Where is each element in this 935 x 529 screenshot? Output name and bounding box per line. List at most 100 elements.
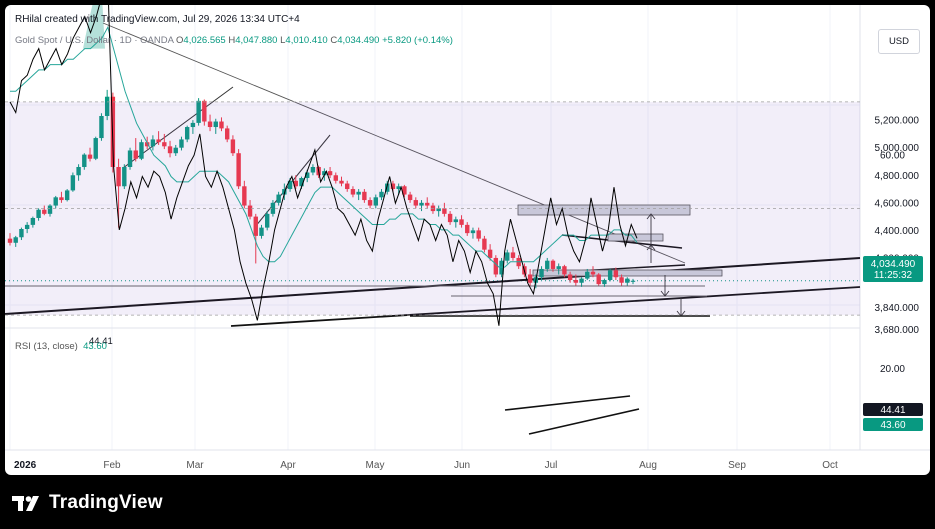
candle-body: [224, 128, 230, 140]
currency-button[interactable]: USD: [877, 29, 920, 54]
candle-body: [87, 154, 93, 159]
candle-body: [59, 197, 64, 201]
candle-body: [539, 268, 544, 278]
candle-body: [510, 252, 516, 258]
price-tick-label: 3,840.000: [875, 303, 920, 314]
candle-body: [13, 237, 18, 243]
candle-body: [367, 200, 373, 206]
target-up-arrow-head: [646, 213, 656, 220]
candle-body: [345, 183, 350, 190]
candle-body: [242, 186, 247, 206]
candle-body: [453, 219, 459, 223]
triangle-upper-line: [561, 234, 683, 249]
candle-body: [396, 186, 401, 190]
rsi-peak-label: 44.41: [89, 336, 113, 347]
candle-body: [596, 274, 601, 285]
candle-body: [425, 202, 430, 206]
candle-body: [76, 166, 81, 176]
candle-body: [219, 121, 224, 129]
candle-body: [419, 202, 424, 206]
price-tick-label: 4,800.000: [875, 171, 920, 182]
candle-body: [333, 175, 338, 181]
candle-body: [127, 150, 133, 167]
candle-body: [545, 260, 550, 269]
tradingview-wordmark: TradingView: [49, 492, 163, 513]
time-label: Oct: [822, 460, 838, 471]
author-credit: RHilal created with TradingView.com, Jul…: [15, 14, 300, 25]
candle-body: [213, 121, 218, 128]
chart-canvas[interactable]: 5,200.000 5,000.000 4,800.000 4,600.000 4,40…: [5, 5, 930, 475]
candle-body: [567, 274, 573, 280]
candle-body: [53, 197, 58, 206]
candle-body: [339, 180, 344, 184]
candle-body: [236, 153, 241, 187]
candle-body: [7, 238, 13, 243]
candle-body: [287, 180, 293, 190]
candle-body: [133, 150, 138, 159]
price-tick-label: 4,400.000: [875, 226, 920, 237]
price-tick-label: 3,680.000: [875, 325, 920, 336]
candle-body: [527, 274, 533, 283]
low-label: L: [280, 35, 286, 46]
rsi-tick-label: 20.00: [880, 364, 905, 375]
candle-body: [487, 249, 493, 258]
candle-body: [70, 175, 76, 191]
change-value: +5.820 (+0.14%): [382, 35, 453, 46]
candle-body: [436, 208, 441, 212]
target-down-arrow-2-head: [676, 310, 686, 317]
time-label: May: [366, 460, 385, 471]
candle-body: [253, 216, 258, 236]
time-label: Jun: [454, 460, 470, 471]
candle-body: [42, 209, 47, 214]
rsi-badge: 44.41: [880, 405, 905, 416]
candle-body: [259, 227, 264, 236]
high-label: H: [228, 35, 236, 46]
price-tick-label: 4,600.000: [875, 198, 920, 209]
chart-frame: 5,200.000 5,000.000 4,800.000 4,600.000 4,40…: [5, 5, 930, 475]
candlestick-series: [7, 89, 636, 289]
candle-body: [619, 277, 624, 283]
candle-body: [390, 183, 396, 190]
candle-body: [459, 219, 464, 225]
candle-body: [139, 142, 144, 159]
candle-body: [202, 100, 207, 122]
rsi-legend[interactable]: RSI (13, close) 43.60: [15, 341, 107, 352]
candle-body: [162, 142, 167, 147]
rsi-wedge-lower: [528, 408, 640, 435]
candle-body: [505, 252, 510, 261]
candle-body: [327, 171, 333, 176]
candle-body: [362, 191, 367, 201]
price-tick-label: 5,200.000: [875, 116, 920, 127]
symbol-legend[interactable]: Gold Spot / U.S. Dollar · 1D · OANDA O4,…: [15, 35, 453, 46]
rsi-badge-bg: [863, 403, 923, 416]
candle-body: [585, 271, 590, 279]
trendline-drawings: [5, 22, 861, 327]
rsi-title: RSI (13, close): [15, 341, 78, 352]
candle-body: [579, 278, 584, 283]
candle-body: [265, 213, 270, 228]
tradingview-icon: [12, 496, 39, 511]
candle-body: [150, 139, 156, 147]
support-zone: [532, 269, 723, 277]
time-axis: 2026 Feb Mar Apr May Jun Jul Aug Sep Oct: [14, 460, 838, 471]
candle-body: [24, 224, 30, 230]
candle-body: [184, 127, 190, 140]
candle-body: [556, 266, 561, 269]
target-up-arrow-small-head: [646, 244, 656, 251]
target-down-arrow-head: [660, 290, 670, 297]
candle-body: [310, 166, 316, 173]
candle-body: [590, 271, 596, 275]
candle-body: [99, 116, 104, 139]
candle-body: [482, 238, 487, 250]
candle-body: [47, 205, 53, 214]
tradingview-logo[interactable]: TradingView: [12, 492, 163, 514]
rsi-line: [9, 5, 638, 326]
rsi-ma-line: [10, 25, 638, 268]
rsi-ma-badge-bg: [863, 418, 923, 431]
candle-body: [356, 191, 361, 195]
candle-body: [116, 166, 121, 187]
candle-body: [173, 147, 178, 154]
candle-body: [156, 139, 161, 143]
candle-body: [276, 194, 281, 203]
